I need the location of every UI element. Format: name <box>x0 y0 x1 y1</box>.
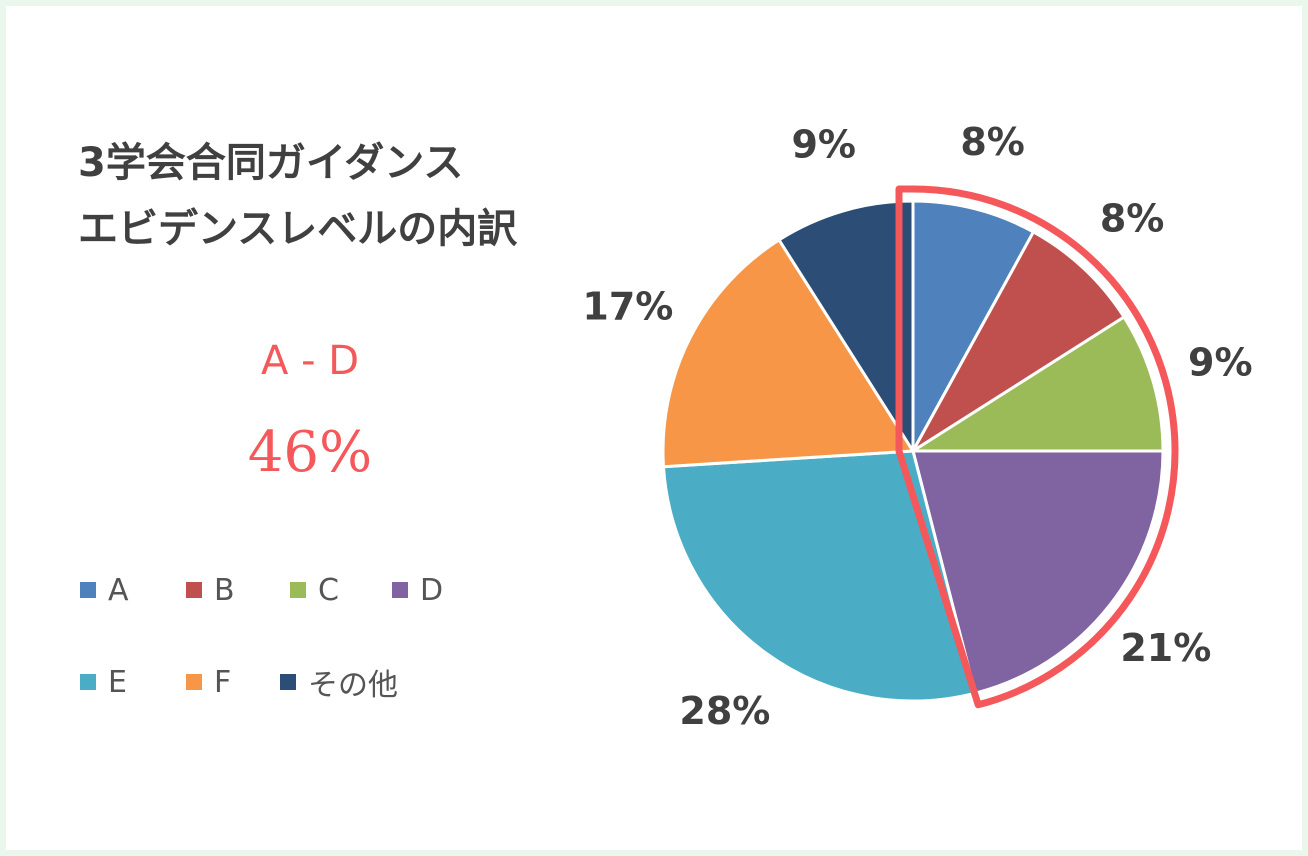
legend-swatch <box>290 582 306 598</box>
legend-label: B <box>214 572 235 608</box>
legend-item-d: D <box>392 570 443 610</box>
legend-item-f: F <box>186 662 231 702</box>
legend-swatch <box>186 582 202 598</box>
legend-swatch <box>280 674 296 690</box>
data-label-other: 9% <box>791 123 856 167</box>
data-label-b: 8% <box>1100 197 1165 241</box>
legend-item-b: B <box>186 570 235 610</box>
data-label-e: 28% <box>679 689 770 733</box>
legend-item-other: その他 <box>280 662 398 703</box>
highlight-label: A - D <box>260 338 360 384</box>
legend-item-e: E <box>80 662 127 702</box>
pie-slice-other <box>776 199 915 457</box>
pie-slice-c <box>907 314 1165 453</box>
highlight-value: 46% <box>247 420 373 485</box>
pie-slice-a <box>911 199 1036 452</box>
chart-title: 3学会合同ガイダンス エビデンスレベルの内訳 <box>78 130 517 262</box>
data-label-d: 21% <box>1120 626 1211 670</box>
pie-slice-f <box>661 237 916 469</box>
chart-title-line-1: 3学会合同ガイダンス <box>78 140 464 186</box>
legend-swatch <box>392 582 408 598</box>
pie-slice-d <box>911 449 1165 695</box>
legend-swatch <box>186 674 202 690</box>
data-label-f: 17% <box>582 285 673 329</box>
pie-slice-b <box>911 229 1127 453</box>
legend-item-a: A <box>80 570 129 610</box>
legend-label: その他 <box>308 668 398 703</box>
legend-item-c: C <box>290 570 339 610</box>
data-label-c: 9% <box>1188 341 1253 385</box>
legend-swatch <box>80 674 96 690</box>
data-label-a: 8% <box>960 120 1025 164</box>
chart-title-line-2: エビデンスレベルの内訳 <box>78 206 518 252</box>
highlight-outline <box>895 185 1179 709</box>
legend-label: D <box>420 572 444 608</box>
legend-label: E <box>108 664 127 700</box>
pie-slice-e <box>661 449 977 703</box>
legend-label: C <box>318 572 339 608</box>
legend-label: A <box>108 572 129 608</box>
legend-swatch <box>80 582 96 598</box>
legend-label: F <box>214 664 232 700</box>
